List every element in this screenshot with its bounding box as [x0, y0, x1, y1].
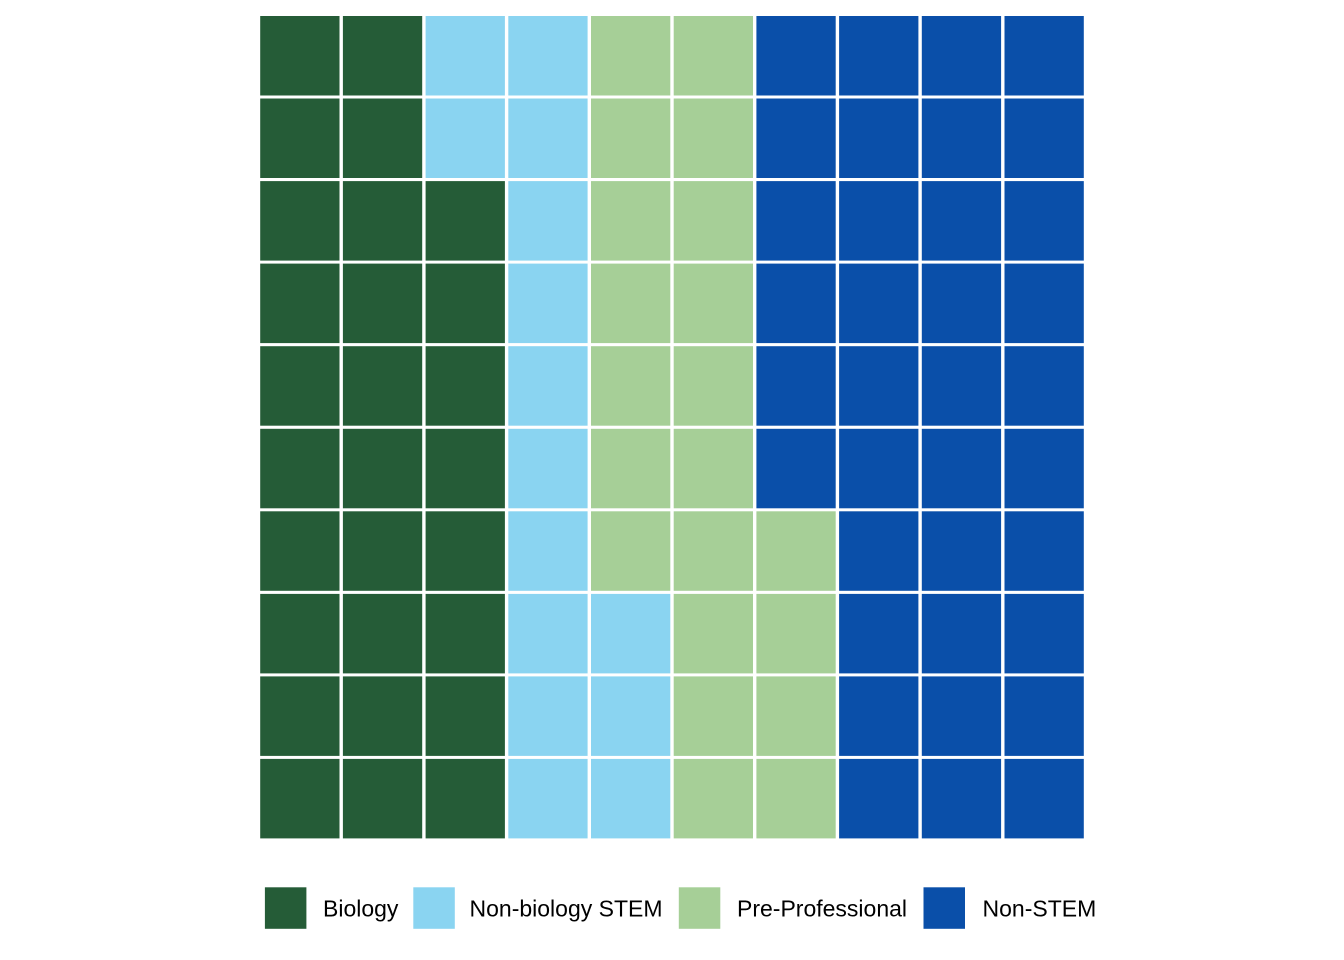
svg-text:Non-biology STEM: Non-biology STEM [470, 896, 663, 922]
svg-text:Biology: Biology [323, 896, 399, 922]
svg-text:Pre-Professional: Pre-Professional [737, 896, 907, 922]
svg-text:Non-STEM: Non-STEM [983, 896, 1097, 922]
